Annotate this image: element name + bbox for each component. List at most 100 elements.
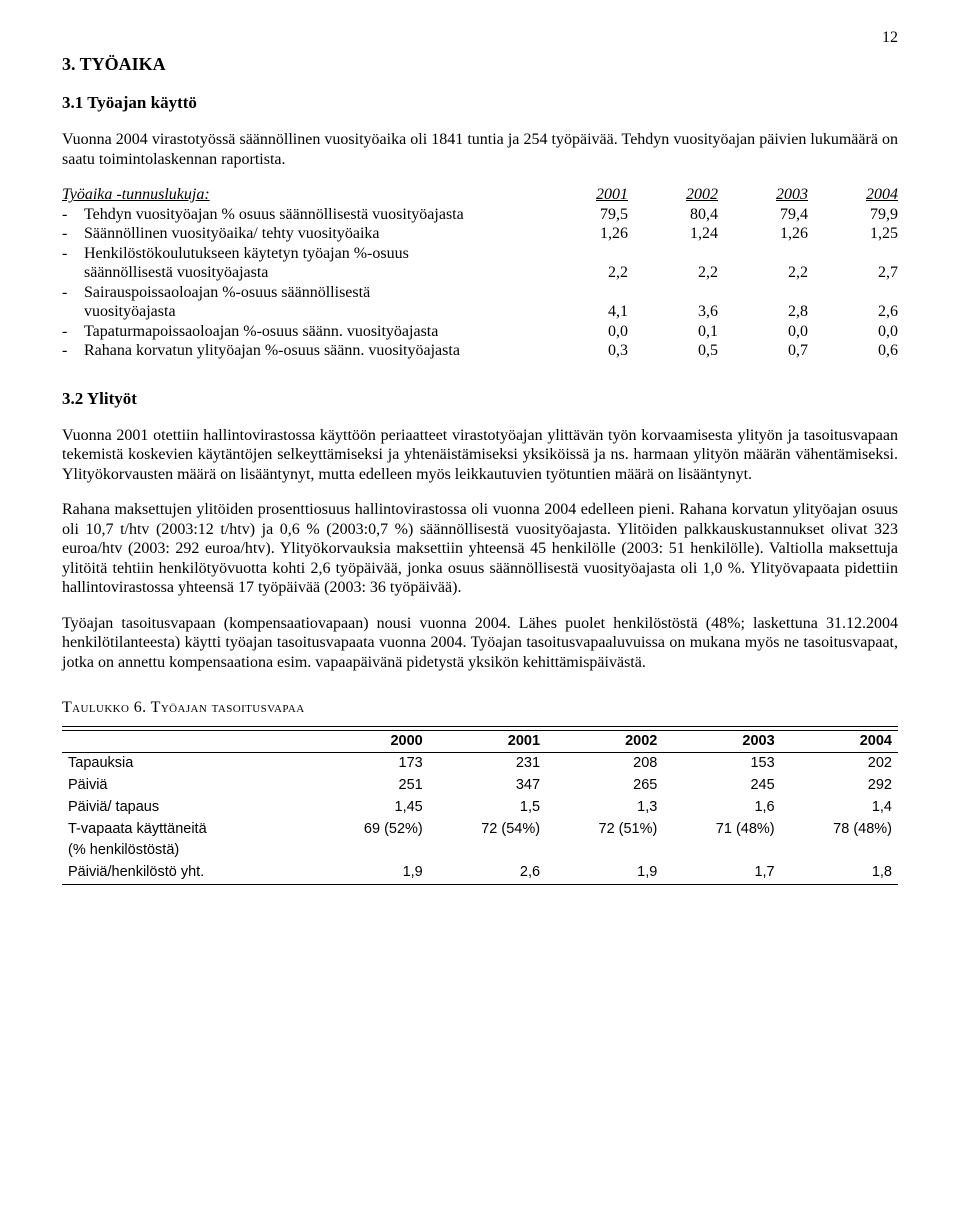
cell: 1,3 (546, 797, 663, 819)
cell: 0,6 (808, 341, 898, 361)
cell: 173 (311, 753, 428, 775)
cell: 3,6 (628, 302, 718, 322)
cell: 78 (48%) (781, 819, 898, 841)
tasoitusvapaa-table: 2000 2001 2002 2003 2004 Tapauksia 173 2… (62, 726, 898, 885)
cell: 79,4 (718, 205, 808, 225)
cell: 0,0 (538, 322, 628, 342)
row-label: Tapauksia (62, 753, 311, 775)
row-label: T-vapaata käyttäneitä (62, 819, 311, 841)
year-col: 2002 (546, 730, 663, 753)
cell: 1,7 (663, 862, 780, 884)
cell: 69 (52%) (311, 819, 428, 841)
table-row: -Tehdyn vuosityöajan % osuus säännöllise… (62, 205, 898, 225)
row-label: säännöllisestä vuosityöajasta (84, 263, 538, 283)
table-row: -Tapaturmapoissaoloajan %-osuus säänn. v… (62, 322, 898, 342)
paragraph: Rahana maksettujen ylitöiden prosenttios… (62, 500, 898, 598)
cell: 80,4 (628, 205, 718, 225)
table-row: Päiviä 251 347 265 245 292 (62, 775, 898, 797)
table-header-row: 2000 2001 2002 2003 2004 (62, 730, 898, 753)
table-row: -Sairauspoissaoloajan %-osuus säännöllis… (62, 283, 898, 303)
cell: 1,26 (538, 224, 628, 244)
cell: 347 (429, 775, 546, 797)
row-label-line2: (% henkilöstöstä) (62, 840, 311, 862)
paragraph: Vuonna 2001 otettiin hallintovirastossa … (62, 426, 898, 485)
cell: 251 (311, 775, 428, 797)
row-label: Tapaturmapoissaoloajan %-osuus säänn. vu… (84, 322, 538, 342)
cell: 0,0 (718, 322, 808, 342)
cell: 4,1 (538, 302, 628, 322)
heading-tyoaika: 3. TYÖAIKA (62, 54, 898, 76)
year-col: 2002 (628, 185, 718, 205)
cell: 79,5 (538, 205, 628, 225)
cell: 1,5 (429, 797, 546, 819)
cell: 231 (429, 753, 546, 775)
cell: 2,2 (538, 263, 628, 283)
cell: 1,26 (718, 224, 808, 244)
row-label: Henkilöstökoulutukseen käytetyn työajan … (84, 244, 538, 264)
row-label: Päiviä/henkilöstö yht. (62, 862, 311, 884)
table-header-row: Työaika -tunnuslukuja: 2001 2002 2003 20… (62, 185, 898, 205)
cell: 0,3 (538, 341, 628, 361)
cell: 1,45 (311, 797, 428, 819)
cell: 1,25 (808, 224, 898, 244)
tyoaika-tunnusluvut-table: Työaika -tunnuslukuja: 2001 2002 2003 20… (62, 185, 898, 361)
cell: 72 (54%) (429, 819, 546, 841)
cell: 2,2 (718, 263, 808, 283)
cell: 0,7 (718, 341, 808, 361)
year-col: 2001 (429, 730, 546, 753)
table-caption: Taulukko 6. Työajan tasoitusvapaa (62, 698, 898, 718)
cell: 2,2 (628, 263, 718, 283)
table-row: -Rahana korvatun ylityöajan %-osuus sään… (62, 341, 898, 361)
table-row: T-vapaata käyttäneitä 69 (52%) 72 (54%) … (62, 819, 898, 841)
table-row: vuosityöajasta 4,1 3,6 2,8 2,6 (62, 302, 898, 322)
cell: 1,8 (781, 862, 898, 884)
cell: 1,24 (628, 224, 718, 244)
table-row: Tapauksia 173 231 208 153 202 (62, 753, 898, 775)
document-page: 12 3. TYÖAIKA 3.1 Työajan käyttö Vuonna … (0, 0, 960, 905)
heading-ylityot: 3.2 Ylityöt (62, 389, 898, 410)
paragraph: Työajan tasoitusvapaan (kompensaatiovapa… (62, 614, 898, 673)
intro-paragraph: Vuonna 2004 virastotyössä säännöllinen v… (62, 130, 898, 169)
cell: 292 (781, 775, 898, 797)
table-header-label: Työaika -tunnuslukuja: (62, 185, 538, 205)
table-row: -Säännöllinen vuosityöaika/ tehty vuosit… (62, 224, 898, 244)
table-row: Päiviä/ tapaus 1,45 1,5 1,3 1,6 1,4 (62, 797, 898, 819)
cell: 0,1 (628, 322, 718, 342)
table-row: -Henkilöstökoulutukseen käytetyn työajan… (62, 244, 898, 264)
cell: 245 (663, 775, 780, 797)
cell: 202 (781, 753, 898, 775)
row-label: Päiviä (62, 775, 311, 797)
row-label: Rahana korvatun ylityöajan %-osuus säänn… (84, 341, 538, 361)
row-label: vuosityöajasta (84, 302, 538, 322)
cell: 1,6 (663, 797, 780, 819)
cell: 208 (546, 753, 663, 775)
row-label: Tehdyn vuosityöajan % osuus säännöllises… (84, 205, 538, 225)
cell: 72 (51%) (546, 819, 663, 841)
cell: 1,9 (546, 862, 663, 884)
year-col: 2004 (781, 730, 898, 753)
cell: 2,8 (718, 302, 808, 322)
empty-header (62, 730, 311, 753)
cell: 1,4 (781, 797, 898, 819)
table-row: (% henkilöstöstä) (62, 840, 898, 862)
table-row: säännöllisestä vuosityöajasta 2,2 2,2 2,… (62, 263, 898, 283)
cell: 71 (48%) (663, 819, 780, 841)
cell: 1,9 (311, 862, 428, 884)
row-label: Säännöllinen vuosityöaika/ tehty vuosity… (84, 224, 538, 244)
year-col: 2001 (538, 185, 628, 205)
cell: 265 (546, 775, 663, 797)
cell: 0,5 (628, 341, 718, 361)
row-label: Päiviä/ tapaus (62, 797, 311, 819)
page-number: 12 (62, 28, 898, 48)
year-col: 2003 (663, 730, 780, 753)
year-col: 2000 (311, 730, 428, 753)
year-col: 2004 (808, 185, 898, 205)
cell: 2,6 (429, 862, 546, 884)
cell: 79,9 (808, 205, 898, 225)
cell: 2,7 (808, 263, 898, 283)
table-row: Päiviä/henkilöstö yht. 1,9 2,6 1,9 1,7 1… (62, 862, 898, 884)
year-col: 2003 (718, 185, 808, 205)
cell: 2,6 (808, 302, 898, 322)
cell: 0,0 (808, 322, 898, 342)
row-label: Sairauspoissaoloajan %-osuus säännöllise… (84, 283, 538, 303)
